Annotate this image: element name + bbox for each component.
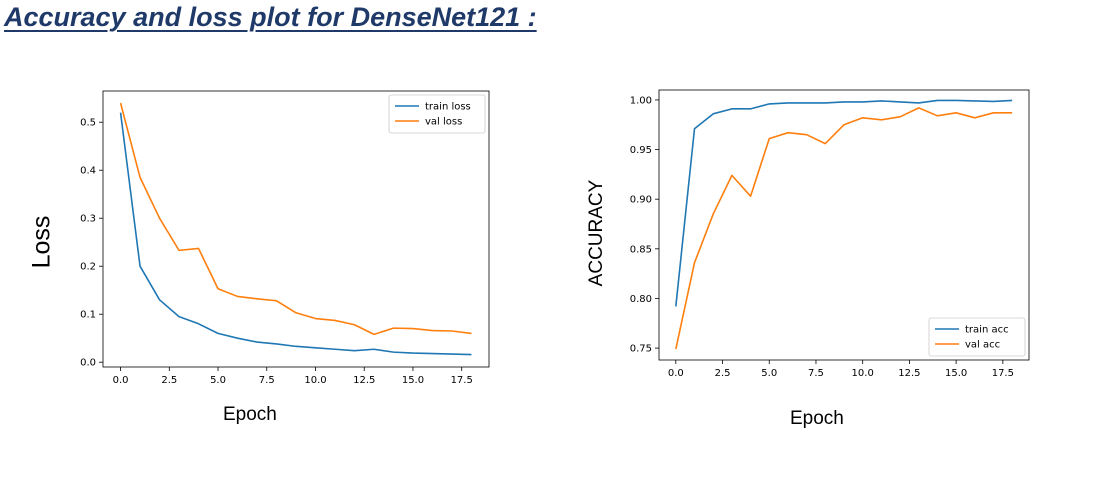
accuracy-x-tick-label: 17.5 bbox=[992, 368, 1014, 379]
loss-x-tick-label: 0.0 bbox=[113, 375, 129, 386]
loss-legend-label: val loss bbox=[425, 117, 462, 128]
accuracy-y-tick-label: 0.80 bbox=[630, 294, 652, 305]
loss-x-tick-label: 5.0 bbox=[210, 375, 226, 386]
accuracy-x-tick-label: 10.0 bbox=[852, 368, 874, 379]
accuracy-y-tick-label: 0.95 bbox=[630, 145, 652, 156]
accuracy-series-train-acc bbox=[675, 99, 1013, 307]
accuracy-x-tick-label: 5.0 bbox=[761, 368, 777, 379]
loss-legend-label: train loss bbox=[425, 102, 471, 113]
accuracy-x-tick-label: 0.0 bbox=[668, 368, 684, 379]
accuracy-x-tick-label: 12.5 bbox=[898, 368, 920, 379]
loss-y-tick-label: 0.2 bbox=[80, 262, 96, 273]
loss-series-val-loss bbox=[119, 102, 472, 336]
accuracy-y-tick-label: 0.85 bbox=[630, 244, 652, 255]
accuracy-x-tick-label: 7.5 bbox=[808, 368, 824, 379]
loss-x-tick-label: 7.5 bbox=[259, 375, 275, 386]
accuracy-legend-box bbox=[928, 317, 1026, 357]
accuracy-plot-frame bbox=[658, 89, 1030, 361]
loss-series-train-loss bbox=[119, 112, 472, 356]
loss-x-tick-label: 12.5 bbox=[353, 375, 375, 386]
loss-legend: train loss val loss bbox=[388, 94, 486, 134]
accuracy-series-val-acc bbox=[675, 107, 1013, 350]
loss-y-tick-label: 0.1 bbox=[80, 310, 96, 321]
loss-legend-box bbox=[388, 94, 486, 134]
accuracy-legend-label: train acc bbox=[965, 325, 1009, 336]
loss-plot-frame bbox=[102, 90, 490, 368]
loss-y-axis-label: Loss bbox=[27, 215, 56, 269]
accuracy-y-tick-label: 1.00 bbox=[630, 95, 652, 106]
accuracy-y-tick-label: 0.90 bbox=[630, 195, 652, 206]
accuracy-x-axis-label: Epoch bbox=[790, 408, 844, 429]
loss-x-axis-label: Epoch bbox=[223, 404, 277, 425]
loss-x-tick-label: 10.0 bbox=[304, 375, 326, 386]
accuracy-legend: train acc val acc bbox=[928, 317, 1026, 357]
loss-x-tick-label: 15.0 bbox=[402, 375, 424, 386]
loss-y-tick-label: 0.3 bbox=[80, 214, 96, 225]
accuracy-x-tick-label: 15.0 bbox=[945, 368, 967, 379]
loss-y-tick-label: 0.5 bbox=[80, 118, 96, 129]
accuracy-legend-label: val acc bbox=[965, 340, 1000, 351]
accuracy-y-tick-label: 0.75 bbox=[630, 344, 652, 355]
page-title: Accuracy and loss plot for DenseNet121 : bbox=[4, 2, 537, 32]
loss-y-tick-label: 0.4 bbox=[80, 166, 96, 177]
accuracy-x-tick-label: 2.5 bbox=[715, 368, 731, 379]
loss-x-tick-label: 2.5 bbox=[161, 375, 177, 386]
loss-y-tick-label: 0.0 bbox=[80, 358, 96, 369]
loss-x-tick-label: 17.5 bbox=[451, 375, 473, 386]
accuracy-y-axis-label: ACCURACY bbox=[586, 179, 607, 287]
